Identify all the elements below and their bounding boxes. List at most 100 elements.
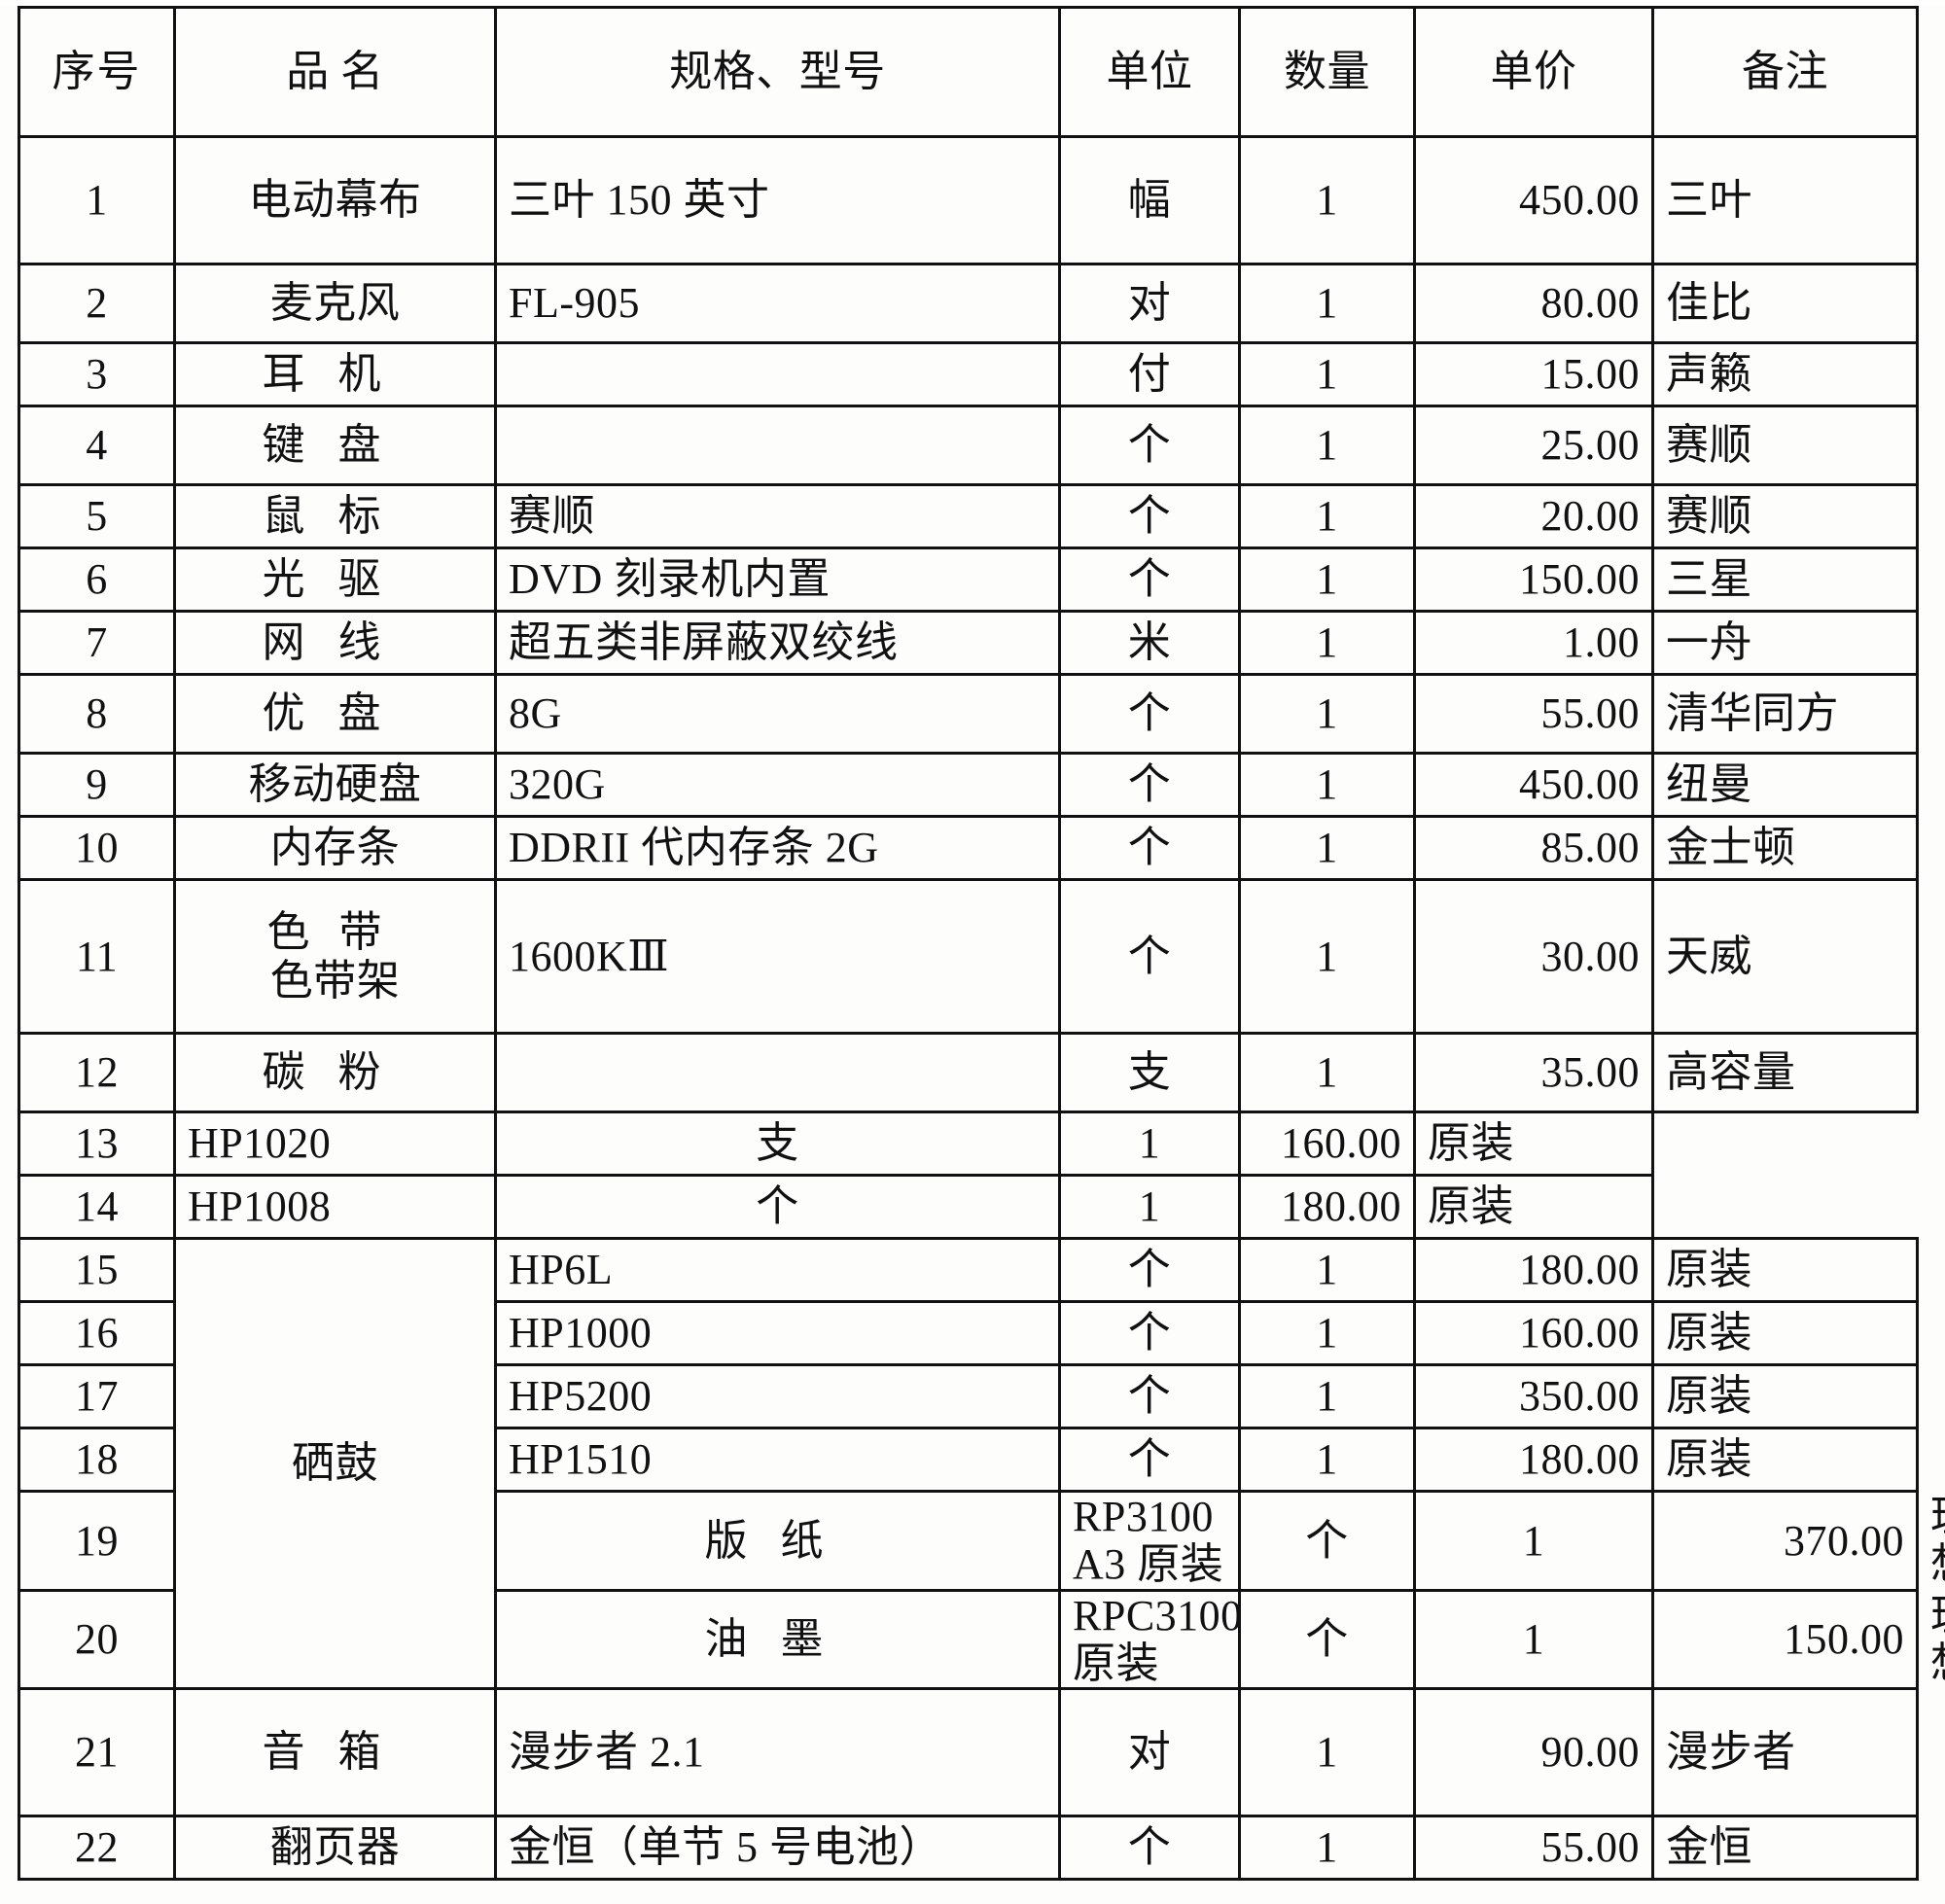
cell-name-text: 音箱 (262, 1728, 414, 1777)
cell-price: 20.00 (1413, 483, 1654, 549)
cell-price: 15.00 (1413, 341, 1654, 407)
cell-seq: 22 (18, 1815, 176, 1882)
cell-price: 450.00 (1413, 752, 1654, 818)
table-row: 1 电动幕布 三叶 150 英寸幅 1 450.00 三叶 (18, 135, 1919, 265)
cell-seq: 17 (18, 1363, 176, 1429)
cell-name: 鼠标 (173, 483, 497, 549)
cell-name-merged: 硒鼓 (173, 1236, 497, 1691)
cell-unit: 个 (1058, 1237, 1241, 1303)
cell-spec: 赛顺 (494, 483, 1061, 549)
cell-seq: 16 (18, 1300, 176, 1366)
cell-qty: 1 (1238, 1363, 1416, 1429)
cell-spec (494, 341, 1061, 407)
cell-price: 85.00 (1413, 815, 1654, 881)
cell-remark: 天威 (1651, 878, 1919, 1035)
cell-name: 版纸 (494, 1490, 1061, 1592)
cell-price: 1.00 (1413, 610, 1654, 676)
cell-seq: 20 (18, 1588, 176, 1691)
cell-qty: 1 (1238, 815, 1416, 881)
cell-remark: 金恒 (1651, 1815, 1919, 1882)
cell-price: 150.00 (1651, 1588, 1919, 1691)
cell-name: 音箱 (173, 1687, 497, 1818)
cell-qty: 1 (1238, 1687, 1416, 1818)
cell-name: 色带 色带架 (173, 878, 497, 1035)
cell-remark: 赛顺 (1651, 483, 1919, 549)
cell-price: 90.00 (1413, 1687, 1654, 1818)
cell-name: 麦克风 (173, 263, 497, 344)
table-header: 序号 品 名 规格、型号 单位 数量 单价 备注 (18, 6, 1919, 138)
cell-unit: 个 (1058, 1815, 1241, 1882)
cell-seq: 15 (18, 1237, 176, 1303)
cell-spec: HP1510 (494, 1427, 1061, 1493)
cell-price: 370.00 (1651, 1490, 1919, 1592)
cell-unit: 个 (1058, 1427, 1241, 1493)
cell-qty: 1 (1413, 1490, 1654, 1592)
cell-remark: 赛顺 (1651, 405, 1919, 486)
cell-seq: 11 (18, 878, 176, 1035)
cell-spec: HP1000 (494, 1300, 1061, 1366)
table-row: 9 移动硬盘 320G 个 1 450.00 纽曼 (18, 752, 1919, 818)
cell-seq: 1 (18, 135, 176, 265)
cell-price: 180.00 (1413, 1427, 1654, 1493)
cell-seq: 13 (18, 1111, 176, 1177)
cell-unit: 支 (1058, 1032, 1241, 1113)
cell-unit: 个 (1058, 815, 1241, 881)
table-header-row: 序号 品 名 规格、型号 单位 数量 单价 备注 (18, 6, 1919, 138)
table-row: 11 色带 色带架 1600KⅢ 个 1 30.00 天威 (18, 878, 1919, 1035)
cell-seq: 14 (18, 1174, 176, 1240)
table-row: 8 优盘 8G 个 1 55.00 清华同方 (18, 673, 1919, 755)
cell-name: 优盘 (173, 673, 497, 755)
cell-name-text: 优盘 (262, 689, 414, 738)
table-row: 6 光驱 DVD 刻录机内置个 1 150.00 三星 (18, 547, 1919, 613)
cell-unit: 个 (1238, 1490, 1416, 1592)
cell-name-text: 碳粉 (262, 1048, 414, 1097)
cell-qty: 1 (1238, 1237, 1416, 1303)
cell-spec: HP1020 (173, 1111, 497, 1177)
cell-qty: 1 (1238, 547, 1416, 613)
cell-price: 30.00 (1413, 878, 1654, 1035)
table-row: 3 耳机 付 1 15.00 声籁 (18, 341, 1919, 407)
cell-spec: HP6L (494, 1237, 1061, 1303)
table-row: 12 碳粉 支 1 35.00 高容量 (18, 1032, 1919, 1113)
cell-unit: 个 (1058, 1363, 1241, 1429)
cell-qty: 1 (1238, 483, 1416, 549)
cell-spec: DDRII 代内存条 2G (494, 815, 1061, 881)
cell-spec: FL-905 (494, 263, 1061, 344)
table-row: 10 内存条 DDRII 代内存条 2G 个 1 85.00 金士顿 (18, 815, 1919, 881)
cell-spec: RP3100 A3 原装 (1058, 1490, 1241, 1592)
cell-qty: 1 (1058, 1174, 1241, 1240)
cell-price: 160.00 (1238, 1111, 1416, 1177)
cell-price: 450.00 (1413, 135, 1654, 265)
cell-unit: 个 (1058, 752, 1241, 818)
cell-name: 移动硬盘 (173, 752, 497, 818)
cell-qty: 1 (1238, 1815, 1416, 1882)
cell-spec: 1600KⅢ (494, 878, 1061, 1035)
cell-unit: 个 (1058, 483, 1241, 549)
cell-price: 350.00 (1413, 1363, 1654, 1429)
cell-unit: 个 (1238, 1588, 1416, 1691)
cell-name-line: 色带 (266, 908, 411, 957)
cell-seq: 5 (18, 483, 176, 549)
cell-remark: 原装 (1413, 1111, 1654, 1177)
cell-price: 55.00 (1413, 673, 1654, 755)
cell-spec: 320G (494, 752, 1061, 818)
cell-qty: 1 (1238, 673, 1416, 755)
cell-seq: 9 (18, 752, 176, 818)
cell-price: 35.00 (1413, 1032, 1654, 1113)
cell-remark: 三叶 (1651, 135, 1919, 265)
cell-spec: HP1008 (173, 1174, 497, 1240)
cell-price: 80.00 (1413, 263, 1654, 344)
cell-unit: 对 (1058, 1687, 1241, 1818)
cell-remark: 原装 (1651, 1427, 1919, 1493)
cell-unit: 幅 (1058, 135, 1241, 265)
document-page: 序号 品 名 规格、型号 单位 数量 单价 备注 1 电动幕布 三叶 150 英寸幅… (0, 6, 1945, 1904)
cell-name-text: 版纸 (704, 1516, 857, 1565)
cell-name-text: 网线 (262, 618, 414, 667)
column-header-seq: 序号 (18, 6, 176, 138)
table-row: 14 HP1008 个 1 180.00 原装 (18, 1174, 1918, 1240)
cell-name: 碳粉 (173, 1032, 497, 1113)
cell-spec: 8G (494, 673, 1061, 755)
cell-seq: 8 (18, 673, 176, 755)
cell-seq: 4 (18, 405, 176, 486)
